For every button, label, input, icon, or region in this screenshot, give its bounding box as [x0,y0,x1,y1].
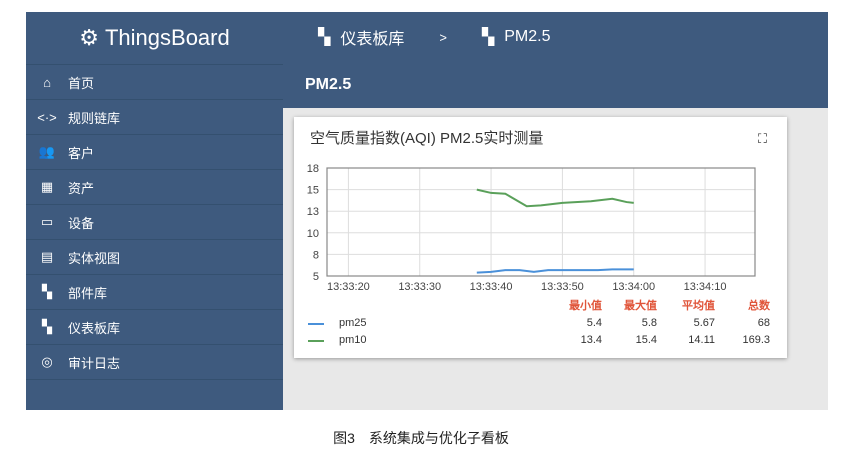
breadcrumb-separator: > [439,29,447,45]
legend-value: 13.4 [580,334,602,346]
page-title: PM2.5 [305,76,352,93]
legend-value: 5.67 [693,317,715,329]
sidebar-item-label: 实体视图 [68,250,121,266]
sidebar-item[interactable]: 👥 客户 [26,135,283,170]
legend-header: 最小值 [569,300,602,312]
x-tick-label: 13:33:20 [327,281,370,293]
legend-header: 最大值 [624,300,657,312]
breadcrumb-current: PM2.5 [504,28,551,45]
x-tick-label: 13:33:50 [541,281,584,293]
building-icon: ▦ [40,179,54,194]
sidebar-item-label: 部件库 [68,285,108,301]
series-name: pm10 [339,334,367,346]
dashboard-icon: ▚ [481,29,495,46]
breadcrumb: ▚ 仪表板库 > ▚ PM2.5 [283,12,828,62]
home-icon: ⌂ [43,74,51,90]
track-changes-icon: ◎ [41,354,53,369]
x-tick-label: 13:34:00 [612,281,655,293]
thingsboard-logo-icon: ⚙ [79,25,99,50]
view-quilt-icon: ▤ [40,249,54,264]
sidebar-item[interactable]: ◎ 审计日志 [26,345,283,380]
widget-card: 空气质量指数(AQI) PM2.5实时测量 ⛶ 18 15 13 10 8 5 13:33:… [294,117,787,358]
legend-header: 平均值 [682,300,715,312]
sidebar-item-label: 仪表板库 [68,320,121,336]
x-tick-label: 13:33:30 [398,281,441,293]
y-tick-label: 15 [307,185,319,197]
series-line-pm25 [476,268,634,274]
figure-caption: 图3 系统集成与优化子看板 [333,430,509,446]
y-tick-label: 10 [307,228,319,240]
legend-value: 14.11 [688,334,715,346]
x-tick-label: 13:33:40 [470,281,513,293]
code-arrows-icon: <·> [37,109,57,125]
legend-value: 5.8 [641,317,657,329]
series-swatch [308,340,324,342]
people-icon: 👥 [38,144,56,159]
sidebar-item[interactable]: ▚ 部件库 [26,275,283,310]
y-tick-label: 8 [313,249,319,261]
dashboard-icon: ▚ [318,29,331,46]
sidebar-item[interactable]: ▚ 仪表板库 [26,310,283,345]
series-name: pm25 [339,317,367,329]
sidebar-item[interactable]: ⌂ 首页 [26,65,283,100]
y-tick-label: 18 [307,163,319,175]
legend-value: 68 [757,317,770,329]
widgets-icon: ▚ [42,284,52,299]
line-chart: 18 15 13 10 8 5 13:33:20 13:33:30 13:33:40 13:33:… [307,163,756,293]
sidebar-item-label: 规则链库 [68,110,121,126]
sidebar-item[interactable]: ▤ 实体视图 [26,240,283,275]
sidebar-item[interactable]: ▭ 设备 [26,205,283,240]
legend-value: 15.4 [635,334,657,346]
sidebar-item[interactable]: <·> 规则链库 [26,100,283,135]
sidebar-item-label: 设备 [68,215,95,231]
sidebar-item-label: 客户 [68,145,95,161]
plot-frame [326,167,756,277]
sidebar: ⚙ ThingsBoard ⌂ 首页 <·> 规则链库 👥 客户 ▦ 资产 ▭ 设备 ▤ 实体视图 ▚ 部件… [26,12,283,410]
x-tick-label: 13:34:10 [684,281,727,293]
sidebar-item-label: 资产 [68,180,95,196]
dashboard-content: 空气质量指数(AQI) PM2.5实时测量 ⛶ 18 15 13 10 8 5 13:33:… [283,108,828,410]
series-swatch [308,323,324,325]
series-line-pm10 [476,188,634,208]
header: ▚ 仪表板库 > ▚ PM2.5 PM2.5 [283,12,828,108]
legend-value: 5.4 [586,317,602,329]
y-tick-label: 13 [307,206,319,218]
sidebar-item-label: 首页 [68,75,95,91]
dashboard-icon: ▚ [42,319,52,334]
fullscreen-icon[interactable]: ⛶ [757,131,767,146]
devices-icon: ▭ [40,214,54,229]
sidebar-item[interactable]: ▦ 资产 [26,170,283,205]
legend-header: 总数 [748,300,770,312]
logo[interactable]: ⚙ ThingsBoard [26,12,283,65]
widget-title: 空气质量指数(AQI) PM2.5实时测量 [310,130,544,147]
y-tick-label: 5 [313,271,319,283]
legend-value: 169.3 [742,334,770,346]
breadcrumb-dashboards[interactable]: 仪表板库 [340,31,405,48]
sidebar-item-label: 审计日志 [68,355,121,371]
